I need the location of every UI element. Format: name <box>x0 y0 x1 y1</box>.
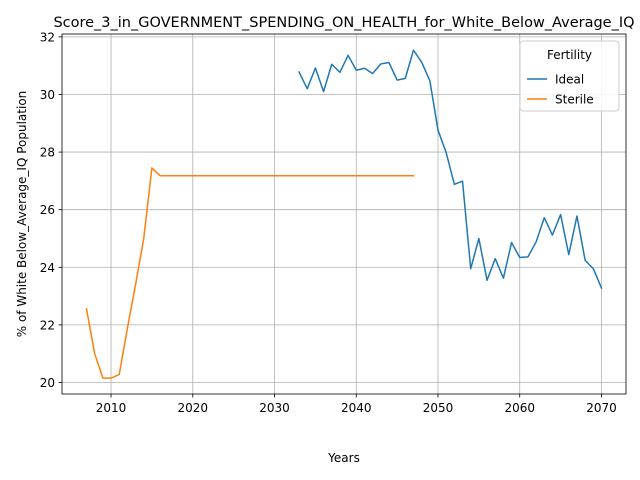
x-tick-label: 2040 <box>341 401 372 415</box>
axes-frame <box>61 33 627 395</box>
x-axis: 2010 2020 2030 2040 2050 2060 2070 <box>96 394 617 415</box>
y-axis-label: % of White Below_Average_IQ Population <box>15 91 29 338</box>
x-tick-label: 2010 <box>96 401 127 415</box>
x-tick-label: 2030 <box>259 401 290 415</box>
series-line-ideal <box>298 49 603 290</box>
x-tick-label: 2050 <box>423 401 454 415</box>
legend-box <box>519 40 620 112</box>
grid <box>62 34 626 394</box>
y-tick-label: 30 <box>40 88 55 102</box>
legend: Fertility Ideal Sterile <box>519 40 620 112</box>
y-tick-label: 28 <box>40 146 55 160</box>
y-tick-label: 32 <box>40 30 55 44</box>
chart-title: Score_3_in_GOVERNMENT_SPENDING_ON_HEALTH… <box>53 15 634 31</box>
x-tick-label: 2020 <box>178 401 209 415</box>
y-tick-label: 22 <box>40 318 55 332</box>
series-line-sterile <box>85 167 415 379</box>
legend-title: Fertility <box>547 48 592 62</box>
legend-label-ideal: Ideal <box>555 73 584 87</box>
x-tick-label: 2070 <box>586 401 617 415</box>
y-tick-label: 24 <box>40 261 55 275</box>
y-tick-label: 26 <box>40 203 55 217</box>
x-axis-label: Years <box>327 451 360 465</box>
y-tick-label: 20 <box>40 376 55 390</box>
plot-area <box>85 49 603 379</box>
y-axis: 20 22 24 26 28 30 32 <box>40 30 62 390</box>
x-tick-label: 2060 <box>504 401 535 415</box>
legend-label-sterile: Sterile <box>555 93 594 107</box>
